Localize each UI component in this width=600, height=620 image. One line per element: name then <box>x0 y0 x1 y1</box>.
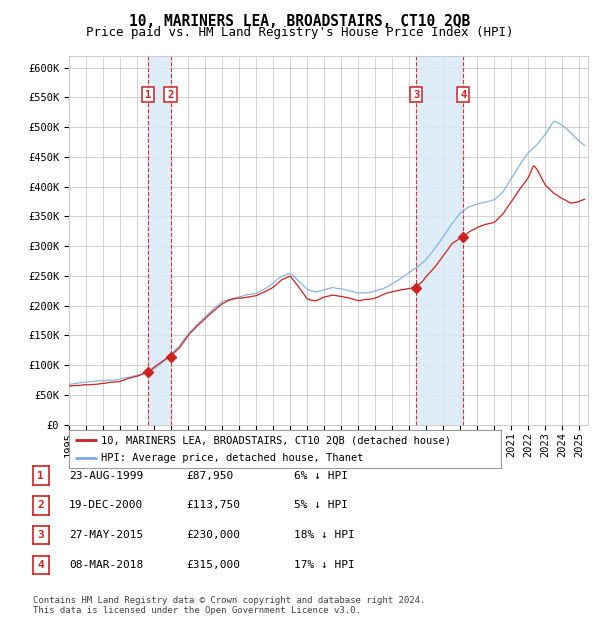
Text: 2: 2 <box>167 89 173 100</box>
Text: 10, MARINERS LEA, BROADSTAIRS, CT10 2QB: 10, MARINERS LEA, BROADSTAIRS, CT10 2QB <box>130 14 470 29</box>
Text: HPI: Average price, detached house, Thanet: HPI: Average price, detached house, Than… <box>101 453 364 463</box>
Text: Contains HM Land Registry data © Crown copyright and database right 2024.
This d: Contains HM Land Registry data © Crown c… <box>33 596 425 615</box>
Text: 18% ↓ HPI: 18% ↓ HPI <box>294 530 355 540</box>
Text: 17% ↓ HPI: 17% ↓ HPI <box>294 560 355 570</box>
Text: 3: 3 <box>37 530 44 540</box>
Text: 1: 1 <box>145 89 151 100</box>
Bar <box>416 56 463 425</box>
Text: £87,950: £87,950 <box>186 471 233 480</box>
Text: 23-AUG-1999: 23-AUG-1999 <box>69 471 143 480</box>
Text: 4: 4 <box>460 89 467 100</box>
Text: £315,000: £315,000 <box>186 560 240 570</box>
Text: 19-DEC-2000: 19-DEC-2000 <box>69 500 143 510</box>
Text: 5% ↓ HPI: 5% ↓ HPI <box>294 500 348 510</box>
Text: 27-MAY-2015: 27-MAY-2015 <box>69 530 143 540</box>
Text: £113,750: £113,750 <box>186 500 240 510</box>
Text: 2: 2 <box>37 500 44 510</box>
Text: 3: 3 <box>413 89 419 100</box>
Text: 6% ↓ HPI: 6% ↓ HPI <box>294 471 348 480</box>
Text: 4: 4 <box>37 560 44 570</box>
Text: £230,000: £230,000 <box>186 530 240 540</box>
Text: 08-MAR-2018: 08-MAR-2018 <box>69 560 143 570</box>
Bar <box>148 56 170 425</box>
Text: 10, MARINERS LEA, BROADSTAIRS, CT10 2QB (detached house): 10, MARINERS LEA, BROADSTAIRS, CT10 2QB … <box>101 435 451 445</box>
Text: 1: 1 <box>37 471 44 480</box>
Text: Price paid vs. HM Land Registry's House Price Index (HPI): Price paid vs. HM Land Registry's House … <box>86 26 514 39</box>
